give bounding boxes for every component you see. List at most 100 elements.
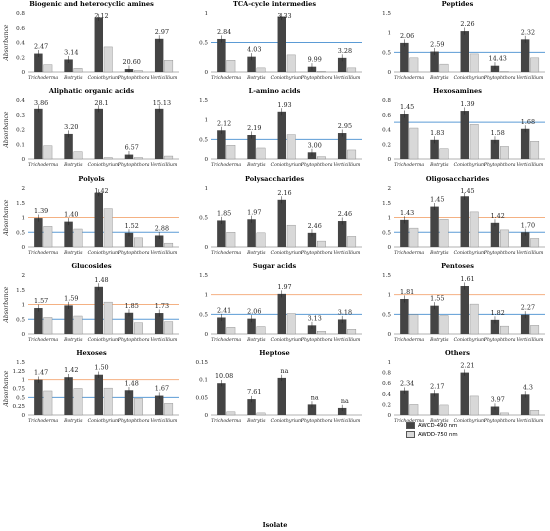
- bar-awdd750: [256, 326, 266, 335]
- ratio-label: 1.50: [94, 364, 108, 372]
- y-tick-label: 0.8: [382, 98, 391, 104]
- category-label: Phytophthora: [117, 250, 150, 256]
- chart-svg: 0 0.5 1 1.85 Trichoderma 1.97 Botrytis 2.16 Coni…: [199, 186, 362, 256]
- chart-panel: Polysaccharides 0 0.5 1 1.85 Trichoderma 1.97 B…: [183, 175, 366, 261]
- chart-panel: Biogenic and heterocyclic amines 0 0.2 0.4 0…: [0, 0, 183, 86]
- category-label: Phytophthora: [117, 162, 150, 168]
- bar-awcd490: [337, 407, 347, 415]
- y-tick-label: 1: [21, 303, 25, 309]
- bar-awcd490: [400, 298, 409, 334]
- bar-awdd750: [73, 315, 83, 335]
- bar-awcd490: [337, 221, 347, 247]
- category-label: Botrytis: [63, 418, 83, 424]
- ratio-label: 2.41: [217, 306, 231, 314]
- ratio-label: 2.12: [94, 12, 108, 20]
- category-label: Botrytis: [246, 75, 266, 81]
- bar-awdd750: [409, 314, 419, 335]
- chart-svg: 0 0.5 1 1.5 2.12 Trichoderma 2.19 Botrytis 1.93 C…: [199, 98, 362, 168]
- ratio-label: 7.61: [247, 388, 261, 396]
- ratio-label: 3.86: [34, 99, 48, 107]
- bar-awdd750: [43, 226, 53, 248]
- y-tick-label: 2: [21, 273, 25, 279]
- y-axis-label: Absorbance: [3, 199, 10, 236]
- legend-item-awcd490: AWCD-490 nm: [406, 421, 458, 430]
- chart-svg: 0 0.5 1 1.5 1.81 Trichoderma 1.55 Botrytis 1.61 C…: [382, 273, 545, 343]
- chart-panel: Aliphatic organic acids 0 0.1 0.2 0.3 0.4 Abso…: [0, 87, 183, 173]
- bar-awdd750: [409, 227, 419, 248]
- y-tick-label: 0.4: [382, 392, 391, 398]
- ratio-label: 2.06: [400, 32, 414, 40]
- bar-awdd750: [226, 232, 236, 248]
- ratio-label: 10.08: [215, 372, 233, 380]
- y-tick-label: 0: [21, 413, 25, 419]
- category-label: Botrytis: [63, 75, 83, 81]
- category-label: Coniothyrium: [88, 418, 120, 424]
- bar-awcd490: [94, 374, 103, 415]
- category-label: Coniothyrium: [271, 75, 303, 81]
- category-label: Phytophthora: [483, 162, 516, 168]
- y-tick-label: 0.6: [382, 381, 391, 387]
- chart-panel: Others 0 0.2 0.4 0.6 0.8 1 2.34 Trichoderma 2.17 B…: [366, 349, 549, 429]
- x-axis-label: Isolate: [262, 521, 288, 529]
- category-label: Trichoderma: [394, 162, 424, 168]
- category-label: Trichoderma: [28, 418, 58, 424]
- ratio-label: 3.14: [64, 48, 78, 56]
- ratio-label: 1.42: [94, 187, 108, 195]
- chart-panel: Heptose 0 0.05 0.1 0.15 10.08 Trichoderma 7.61 B…: [183, 349, 366, 429]
- category-label: Botrytis: [246, 162, 266, 168]
- chart-panel: Peptides 0 0.5 1 1.5 2.06 Trichoderma 2.59 Botry…: [366, 0, 549, 86]
- bar-awcd490: [277, 199, 286, 247]
- category-label: Botrytis: [429, 337, 449, 343]
- chart-title: TCA-cycle intermedies: [232, 0, 317, 8]
- y-tick-label: 1.5: [199, 273, 208, 279]
- y-axis-label: Absorbance: [3, 111, 10, 148]
- ratio-label: 1.61: [460, 275, 474, 283]
- bar-awdd750: [469, 303, 479, 335]
- ratio-label: 1.59: [64, 294, 78, 302]
- y-tick-label: 1: [204, 11, 208, 17]
- y-tick-label: 0.6: [382, 113, 391, 119]
- y-tick-label: 1.5: [16, 201, 25, 207]
- bar-awcd490: [154, 108, 164, 159]
- ratio-label: 1.85: [217, 209, 231, 217]
- category-label: Botrytis: [63, 250, 83, 256]
- ratio-label: 2.97: [155, 28, 169, 36]
- category-label: Verticillium: [516, 337, 544, 343]
- bar-awdd750: [347, 329, 357, 335]
- ratio-label: 1.93: [277, 101, 291, 109]
- y-tick-label: 0.5: [382, 230, 391, 236]
- ratio-label: 1.43: [400, 209, 414, 217]
- category-label: Verticillium: [516, 250, 544, 256]
- bar-awdd750: [499, 146, 509, 160]
- category-label: Verticillium: [150, 75, 178, 81]
- ratio-label: 1.70: [521, 221, 535, 229]
- bar-awcd490: [307, 325, 317, 334]
- bar-awdd750: [43, 317, 53, 335]
- chart-panel: Polyols 0 0.5 1 1.5 2 Absorbance 1.39 Trichoderm…: [0, 175, 183, 261]
- category-label: Trichoderma: [394, 75, 424, 81]
- bar-awdd750: [164, 242, 174, 248]
- ratio-label: na: [281, 367, 289, 375]
- y-tick-label: 0.1: [199, 378, 208, 384]
- bar-awcd490: [247, 135, 256, 159]
- ratio-label: 4.03: [247, 46, 261, 54]
- category-label: Trichoderma: [28, 75, 58, 81]
- y-tick-label: 0: [21, 332, 25, 338]
- chart-svg: 0 0.5 1 1.5 2 Absorbance 1.57 Trichoderma 1.59 Bo…: [3, 273, 179, 343]
- chart-title: Oligosaccharides: [425, 175, 490, 183]
- bar-awcd490: [64, 305, 73, 334]
- legend-label-awdd750: AWDD-750 nm: [418, 431, 458, 438]
- bar-awdd750: [499, 412, 509, 416]
- ratio-label: 3.18: [338, 308, 352, 316]
- bar-awdd750: [286, 224, 296, 248]
- category-label: Verticillium: [333, 75, 361, 81]
- ratio-label: 1.48: [94, 276, 108, 284]
- bar-awcd490: [154, 395, 164, 415]
- bar-awdd750: [469, 395, 479, 416]
- chart-title: Heptose: [259, 349, 290, 357]
- y-tick-label: 0.5: [199, 312, 208, 318]
- bar-awcd490: [34, 108, 43, 159]
- chart-svg: 0 0.5 1 1.5 2.06 Trichoderma 2.59 Botrytis 2.26 C…: [382, 11, 545, 81]
- category-label: Botrytis: [246, 418, 266, 424]
- y-tick-label: 0.15: [196, 360, 209, 366]
